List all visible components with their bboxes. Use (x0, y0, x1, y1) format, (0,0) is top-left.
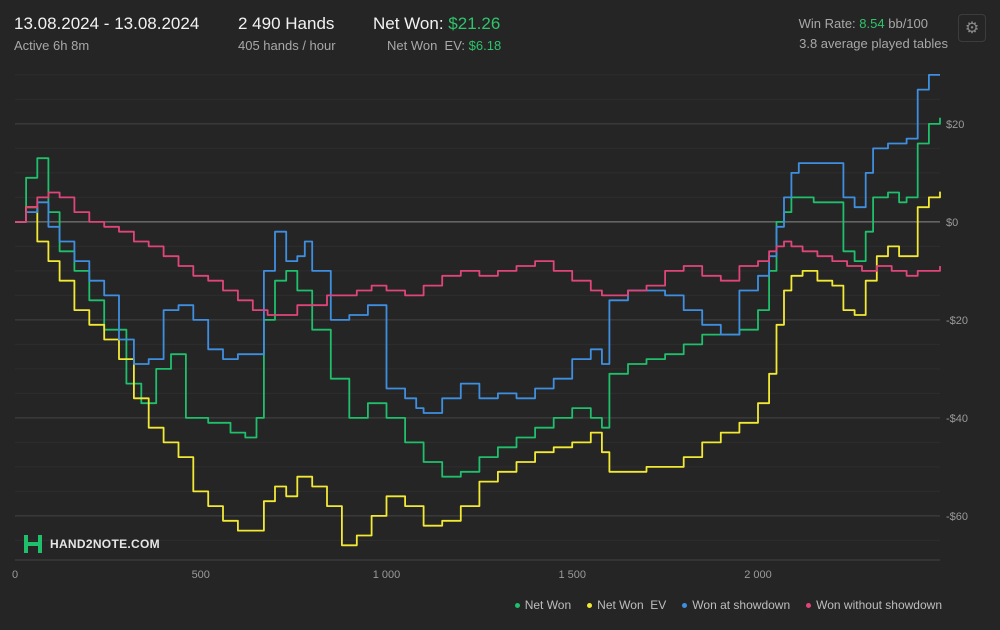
legend-dot (806, 602, 812, 608)
legend-item-showdown[interactable]: Won at showdown (682, 598, 790, 612)
net-won-label: Net Won: (373, 14, 444, 33)
win-rate-label: Win Rate: (798, 16, 856, 31)
win-rate: Win Rate: 8.54 bb/100 (799, 16, 928, 31)
y-tick-label: -$20 (946, 315, 968, 327)
hand2note-logo-icon (24, 535, 42, 553)
x-tick-label: 500 (192, 569, 210, 581)
legend-item-net-won[interactable]: Net Won (514, 598, 572, 612)
x-tick-label: 2 000 (744, 569, 772, 581)
series-line-1 (15, 191, 941, 547)
net-won: Net Won: $21.26 (373, 14, 500, 34)
win-rate-value: 8.54 (859, 16, 885, 31)
legend-dot (514, 602, 520, 608)
hands-count: 2 490 Hands (238, 14, 335, 33)
y-tick-label: -$40 (946, 413, 968, 425)
series-line-3 (15, 191, 941, 316)
hand2note-logo: HAND2NOTE.COM (22, 533, 160, 555)
legend-label: Net Won EV (597, 598, 667, 612)
profit-chart: $20 $0 -$20 -$40 -$60 0 500 1 000 1 500 2 000 (12, 74, 968, 581)
y-tick-label: $20 (946, 119, 964, 131)
legend-item-non-showdown[interactable]: Won without showdown (806, 598, 942, 612)
legend-label: Won without showdown (816, 598, 942, 612)
gear-icon: ⚙ (964, 20, 980, 37)
settings-button[interactable]: ⚙ (958, 14, 986, 42)
legend-item-net-won-ev[interactable]: Net Won EV (587, 598, 666, 612)
net-won-ev-value: $6.18 (468, 38, 502, 53)
series-line-0 (15, 117, 941, 478)
y-tick-label: $0 (946, 217, 958, 229)
summary-header: 13.08.2024 - 13.08.2024 Active 6h 8m 2 4… (0, 0, 1000, 70)
legend-label: Net Won (524, 598, 572, 612)
x-tick-label: 1 500 (558, 569, 586, 581)
date-range: 13.08.2024 - 13.08.2024 (14, 14, 200, 33)
win-rate-unit: bb/100 (888, 16, 928, 31)
hand2note-logo-text: HAND2NOTE.COM (50, 537, 160, 551)
average-tables: 3.8 average played tables (799, 36, 948, 51)
net-won-ev: Net Won EV: $6.18 (387, 38, 501, 53)
net-won-ev-label: Net Won EV: (387, 38, 466, 53)
x-tick-label: 0 (12, 569, 18, 581)
x-tick-label: 1 000 (373, 569, 401, 581)
chart-legend: Net Won Net Won EV Won at showdown Won w… (514, 598, 942, 612)
y-tick-label: -$60 (946, 511, 968, 523)
legend-dot (682, 602, 688, 608)
legend-label: Won at showdown (692, 598, 791, 612)
hands-per-hour: 405 hands / hour (238, 38, 336, 53)
legend-dot (587, 602, 593, 608)
active-time: Active 6h 8m (14, 38, 90, 53)
series-line-2 (15, 74, 940, 414)
net-won-value: $21.26 (448, 14, 501, 33)
